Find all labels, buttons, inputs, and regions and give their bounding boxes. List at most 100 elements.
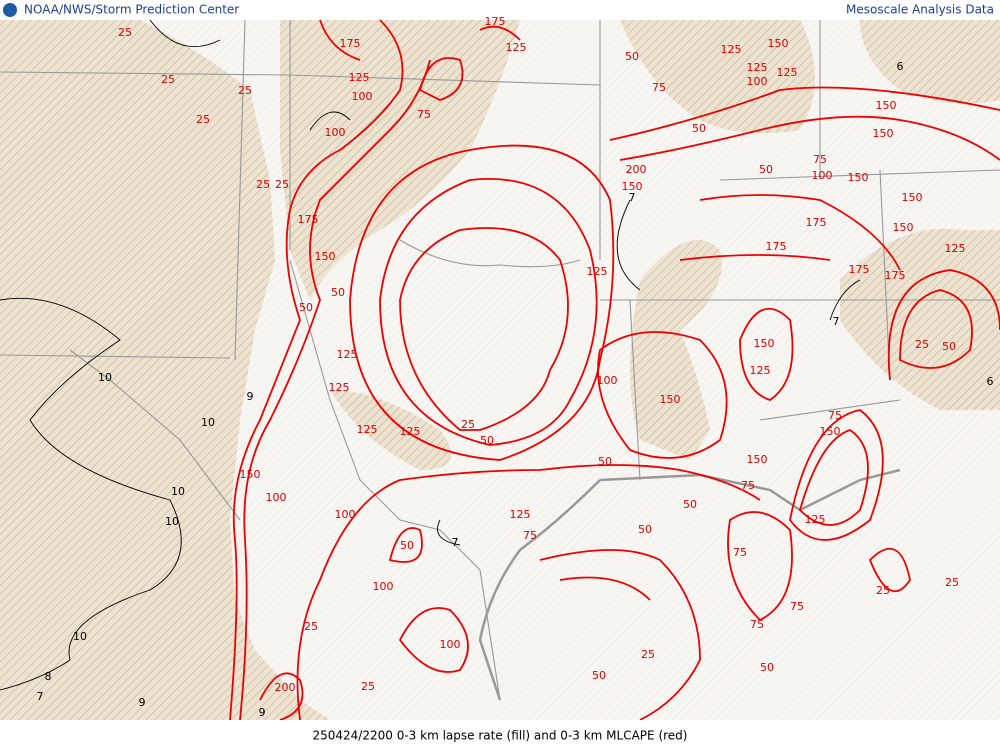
cape-label: 100 bbox=[352, 90, 373, 103]
cape-label: 200 bbox=[626, 163, 647, 176]
lapse-label: 9 bbox=[259, 706, 266, 719]
cape-label: 150 bbox=[893, 221, 914, 234]
cape-label: 125 bbox=[750, 364, 771, 377]
cape-contour bbox=[887, 269, 1000, 381]
cape-label: 25 bbox=[304, 620, 318, 633]
cape-label: 150 bbox=[660, 393, 681, 406]
cape-contour bbox=[789, 409, 884, 541]
cape-label: 25 bbox=[641, 648, 655, 661]
cape-label: 25 bbox=[361, 680, 375, 693]
cape-label: 50 bbox=[759, 163, 773, 176]
lapse-contour bbox=[437, 199, 861, 546]
lapse-label: 10 bbox=[98, 371, 112, 384]
lapse-label: 7 bbox=[37, 690, 44, 703]
cape-label: 50 bbox=[638, 523, 652, 536]
cape-contour bbox=[379, 178, 598, 446]
lapse-label: 10 bbox=[171, 485, 185, 498]
cape-contour bbox=[727, 511, 911, 622]
cape-label: 100 bbox=[325, 126, 346, 139]
cape-contour bbox=[239, 59, 431, 721]
cape-label: 125 bbox=[747, 61, 768, 74]
cape-label: 200 bbox=[275, 681, 296, 694]
cape-label: 100 bbox=[747, 75, 768, 88]
cape-label: 150 bbox=[876, 99, 897, 112]
lapse-label: 10 bbox=[201, 416, 215, 429]
cape-contour bbox=[349, 144, 615, 461]
cape-contour bbox=[259, 672, 304, 721]
cape-label: 175 bbox=[806, 216, 827, 229]
cape-label: 100 bbox=[373, 580, 394, 593]
cape-label: 25 bbox=[256, 178, 270, 191]
cape-label: 50 bbox=[625, 50, 639, 63]
lapse-label: 9 bbox=[247, 390, 254, 403]
lapse-fill bbox=[620, 20, 815, 134]
cape-label: 175 bbox=[849, 263, 870, 276]
state-border bbox=[0, 19, 1000, 521]
cape-contour bbox=[739, 307, 794, 401]
cape-label: 175 bbox=[766, 240, 787, 253]
cape-label: 125 bbox=[945, 242, 966, 255]
lapse-label: 9 bbox=[139, 696, 146, 709]
header-bar bbox=[0, 0, 1000, 20]
cape-label: 125 bbox=[506, 41, 527, 54]
cape-label: 50 bbox=[480, 434, 494, 447]
cape-label: 175 bbox=[885, 269, 906, 282]
cape-label: 50 bbox=[592, 669, 606, 682]
cape-contour bbox=[609, 86, 1000, 161]
cape-contour bbox=[539, 549, 701, 721]
lapse-label: 7 bbox=[629, 191, 636, 204]
cape-contour bbox=[319, 19, 521, 101]
cape-label: 175 bbox=[298, 213, 319, 226]
lapse-fill bbox=[860, 20, 1000, 104]
lapse-label: 6 bbox=[987, 375, 994, 388]
cape-contour bbox=[679, 194, 901, 271]
lapse-fill bbox=[840, 228, 1000, 410]
cape-label: 100 bbox=[440, 638, 461, 651]
cape-label: 125 bbox=[587, 265, 608, 278]
cape-label: 150 bbox=[848, 171, 869, 184]
cape-label: 25 bbox=[161, 73, 175, 86]
cape-label: 150 bbox=[902, 191, 923, 204]
lapse-fill bbox=[630, 240, 722, 460]
cape-label: 25 bbox=[275, 178, 289, 191]
cape-label: 100 bbox=[335, 508, 356, 521]
cape-label: 175 bbox=[340, 37, 361, 50]
cape-label: 125 bbox=[400, 425, 421, 438]
cape-label: 25 bbox=[118, 26, 132, 39]
cape-label: 150 bbox=[315, 250, 336, 263]
lapse-fill bbox=[0, 20, 330, 720]
cape-label: 100 bbox=[812, 169, 833, 182]
cape-label: 50 bbox=[299, 301, 313, 314]
cape-label: 100 bbox=[597, 374, 618, 387]
cape-label: 125 bbox=[357, 423, 378, 436]
cape-label: 25 bbox=[461, 418, 475, 431]
cape-label: 125 bbox=[777, 66, 798, 79]
cape-label: 150 bbox=[820, 425, 841, 438]
cape-label: 50 bbox=[598, 455, 612, 468]
cape-label: 125 bbox=[329, 381, 350, 394]
cape-label: 50 bbox=[331, 286, 345, 299]
cape-label: 75 bbox=[828, 409, 842, 422]
cape-label: 150 bbox=[754, 337, 775, 350]
cape-label: 75 bbox=[813, 153, 827, 166]
cape-contour bbox=[597, 331, 728, 459]
cape-label: 150 bbox=[622, 180, 643, 193]
cape-label: 75 bbox=[750, 618, 764, 631]
lapse-label: 10 bbox=[165, 515, 179, 528]
cape-label: 50 bbox=[400, 539, 414, 552]
cape-label: 150 bbox=[747, 453, 768, 466]
cape-label: 25 bbox=[915, 338, 929, 351]
cape-label: 75 bbox=[733, 546, 747, 559]
lapse-label: 8 bbox=[45, 670, 52, 683]
cape-label: 125 bbox=[349, 71, 370, 84]
cape-label: 25 bbox=[945, 576, 959, 589]
header-right: Mesoscale Analysis Data bbox=[846, 3, 994, 17]
border-river bbox=[289, 259, 501, 701]
cape-contour bbox=[399, 227, 569, 431]
footer-caption: 250424/2200 0-3 km lapse rate (fill) and… bbox=[313, 729, 688, 743]
cape-label: 150 bbox=[240, 468, 261, 481]
cape-label: 125 bbox=[721, 43, 742, 56]
lapse-label: 6 bbox=[897, 60, 904, 73]
cape-label: 75 bbox=[790, 600, 804, 613]
